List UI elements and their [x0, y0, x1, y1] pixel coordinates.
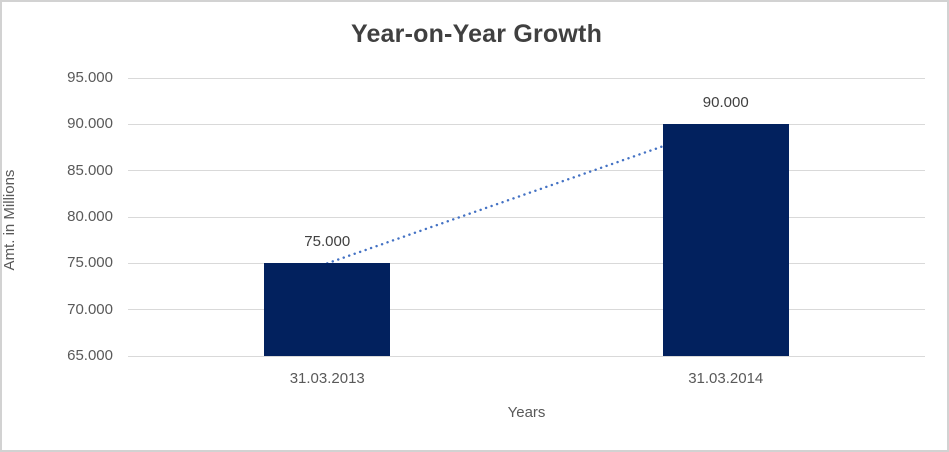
- y-tick-label: 70.000: [67, 300, 113, 318]
- x-tick-label: 31.03.2014: [688, 370, 764, 387]
- gridline: [128, 309, 925, 311]
- x-axis-tick-labels: 31.03.2013 31.03.2014: [128, 370, 925, 390]
- bar-31.03.2014: [662, 124, 789, 356]
- chart-title: Year-on-Year Growth: [350, 20, 603, 48]
- y-tick-label: 80.000: [67, 208, 113, 225]
- gridline: [128, 123, 925, 125]
- plot-area: 75.000 90.000: [128, 77, 925, 357]
- y-tick-label: 95.000: [67, 69, 113, 86]
- y-tick-label: 65.000: [67, 347, 113, 364]
- y-tick-label: 90.000: [67, 115, 113, 133]
- data-label: 75.000: [304, 233, 351, 251]
- trendline-layer: [326, 123, 727, 265]
- data-label: 90.000: [702, 94, 749, 112]
- bar-31.03.2013: [264, 263, 391, 356]
- gridline: [128, 216, 925, 218]
- trendline: [326, 123, 727, 265]
- gridline: [128, 77, 925, 79]
- y-axis-tick-labels: 65.000 70.000 75.000 80.000 85.000 90.000 95.0…: [2, 70, 113, 364]
- y-tick-label: 75.000: [67, 254, 113, 272]
- y-tick-label: 85.000: [67, 161, 113, 179]
- gridline: [128, 355, 925, 357]
- gridline: [128, 262, 925, 264]
- gridline: [128, 170, 925, 172]
- x-tick-label: 31.03.2013: [289, 370, 365, 387]
- x-axis-title: Years: [507, 404, 546, 421]
